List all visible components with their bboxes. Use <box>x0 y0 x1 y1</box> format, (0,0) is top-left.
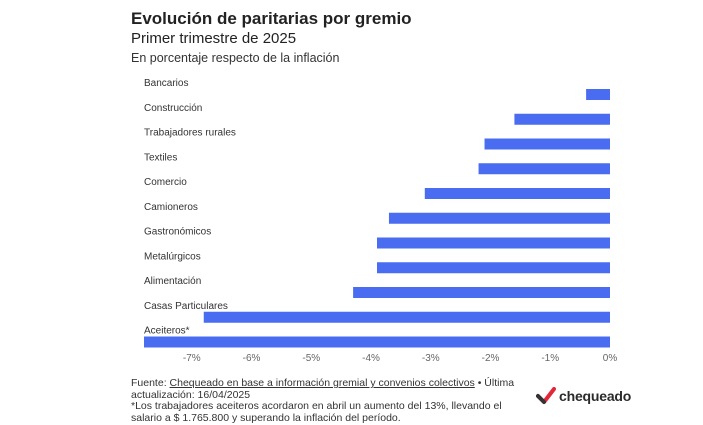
source-prefix: Fuente: <box>131 377 170 389</box>
category-label: Comercio <box>144 177 187 188</box>
footnote: *Los trabajadores aceiteros acordaron en… <box>131 400 502 424</box>
bar <box>377 262 610 274</box>
category-label: Textiles <box>144 152 177 163</box>
chart-description: En porcentaje respecto de la inflación <box>131 51 340 65</box>
chequeado-logo: chequeado <box>536 387 631 405</box>
bar <box>203 311 610 323</box>
bar <box>586 89 610 100</box>
bar <box>424 188 610 199</box>
x-tick-label: -6% <box>243 353 261 364</box>
logo-text: chequeado <box>559 388 632 404</box>
bar-chart: Bancarios Construcción Trabajadores rurale… <box>144 78 618 364</box>
bar <box>484 138 610 150</box>
bar <box>514 113 610 125</box>
x-tick-label: -1% <box>541 353 559 364</box>
category-label: Trabajadores rurales <box>144 128 236 139</box>
category-label: Gastronómicos <box>144 227 211 238</box>
category-label: Bancarios <box>144 78 188 89</box>
chart-title: Evolución de paritarias por gremio <box>131 9 412 28</box>
category-label: Alimentación <box>144 276 201 287</box>
bar <box>144 336 610 348</box>
bar <box>353 287 610 298</box>
category-label: Metalúrgicos <box>144 251 201 262</box>
category-label: Aceiteros* <box>144 326 190 337</box>
x-tick-label: -3% <box>422 353 440 364</box>
x-tick-label: -5% <box>302 353 320 364</box>
category-label: Camioneros <box>144 202 198 213</box>
category-label: Construcción <box>144 103 202 114</box>
bar <box>388 212 610 224</box>
x-tick-label: -4% <box>362 353 380 364</box>
source-suffix: • Última actualización: 16/04/2025 <box>131 377 515 401</box>
chequeado-mark-icon <box>536 387 556 404</box>
bar <box>478 163 610 175</box>
chart-subtitle: Primer trimestre de 2025 <box>131 30 297 47</box>
x-tick-label: -7% <box>183 353 201 364</box>
source-note: Fuente: Chequeado en base a información … <box>131 377 531 401</box>
x-tick-label: 0% <box>603 353 618 364</box>
source-link[interactable]: Chequeado en base a información gremial … <box>169 377 475 389</box>
category-label: Casas Particulares <box>144 301 228 312</box>
bar <box>377 237 610 249</box>
x-tick-label: -2% <box>482 353 500 364</box>
